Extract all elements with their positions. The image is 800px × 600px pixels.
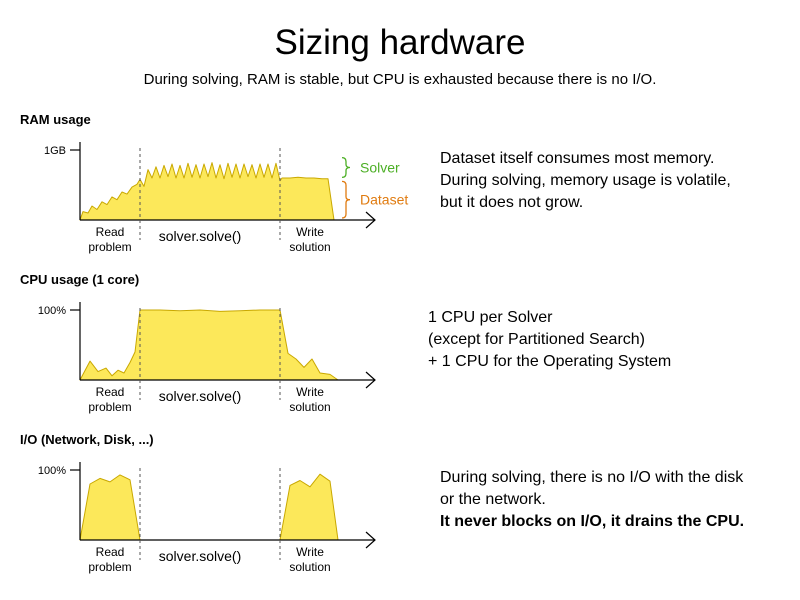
cpu-note-line: 1 CPU per Solver bbox=[428, 309, 553, 326]
legend-dataset: Dataset bbox=[360, 192, 408, 208]
solver-brace bbox=[341, 156, 351, 179]
phase-label-write: Write bbox=[296, 225, 324, 239]
io-note-line: It never blocks on I/O, it drains the CP… bbox=[440, 513, 745, 530]
x-axis-arrow bbox=[365, 531, 376, 549]
io-note: During solving, there is no I/O with the… bbox=[440, 467, 790, 533]
cpu-note-line: (except for Partitioned Search) bbox=[428, 331, 645, 348]
io-panel-title: I/O (Network, Disk, ...) bbox=[20, 432, 154, 447]
ram-note-line: but it does not grow. bbox=[440, 194, 584, 211]
chart-panel-1 bbox=[70, 302, 376, 400]
phase-label-read: problem bbox=[88, 560, 131, 574]
phase-label-read: Read bbox=[96, 385, 125, 399]
phase-label-solve: solver.solve() bbox=[159, 548, 241, 564]
dataset-brace bbox=[341, 180, 351, 219]
phase-label-read: problem bbox=[88, 240, 131, 254]
io-note-line: or the network. bbox=[440, 491, 546, 508]
usage-area bbox=[79, 309, 339, 381]
cpu-note-line: + 1 CPU for the Operating System bbox=[428, 353, 672, 370]
phase-label-write: solution bbox=[289, 400, 330, 414]
cpu-panel-title: CPU usage (1 core) bbox=[20, 272, 140, 287]
y-tick-label: 1GB bbox=[44, 145, 66, 157]
phase-label-write: Write bbox=[296, 545, 324, 559]
phase-label-read: Read bbox=[96, 545, 125, 559]
y-tick-label: 100% bbox=[38, 465, 66, 477]
phase-label-solve: solver.solve() bbox=[159, 388, 241, 404]
phase-label-write: Write bbox=[296, 385, 324, 399]
ram-note: Dataset itself consumes most memory. Dur… bbox=[440, 148, 790, 214]
phase-label-solve: solver.solve() bbox=[159, 228, 241, 244]
usage-area bbox=[79, 162, 335, 221]
page-subtitle: During solving, RAM is stable, but CPU i… bbox=[143, 71, 657, 88]
phase-label-read: Read bbox=[96, 225, 125, 239]
chart-panel-0 bbox=[70, 142, 376, 240]
y-tick-label: 100% bbox=[38, 305, 66, 317]
ram-note-line: Dataset itself consumes most memory. bbox=[440, 150, 715, 167]
phase-label-write: solution bbox=[289, 560, 330, 574]
x-axis-arrow bbox=[365, 371, 376, 389]
ram-panel-title: RAM usage bbox=[20, 112, 91, 127]
page-title: Sizing hardware bbox=[274, 23, 526, 62]
io-note-line: During solving, there is no I/O with the… bbox=[440, 469, 744, 486]
phase-label-write: solution bbox=[289, 240, 330, 254]
ram-note-line: During solving, memory usage is volatile… bbox=[440, 172, 731, 189]
cpu-note: 1 CPU per Solver (except for Partitioned… bbox=[428, 307, 778, 373]
chart-panel-2 bbox=[70, 462, 376, 560]
usage-area bbox=[79, 473, 339, 541]
legend-solver: Solver bbox=[360, 160, 400, 176]
phase-label-read: problem bbox=[88, 400, 131, 414]
x-axis-arrow bbox=[365, 211, 376, 229]
